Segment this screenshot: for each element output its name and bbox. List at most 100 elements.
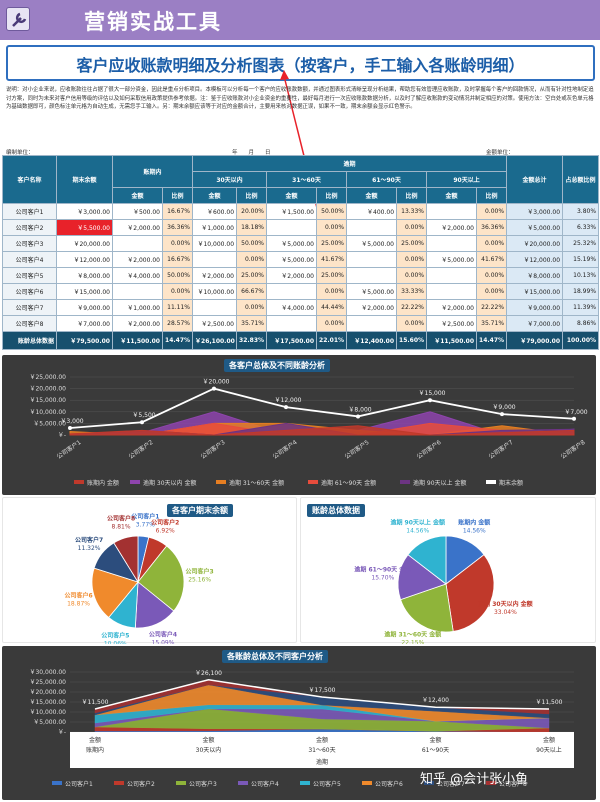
cell-d90_a[interactable] bbox=[346, 267, 398, 284]
cell-sh[interactable]: 25.32% bbox=[562, 235, 600, 252]
cell-d30_a[interactable]: ￥600.00 bbox=[192, 203, 238, 220]
cell-d90_r[interactable]: 25.00% bbox=[396, 235, 428, 252]
cell-bal[interactable]: ￥15,000.00 bbox=[56, 283, 113, 300]
cell-d90_r[interactable]: 22.22% bbox=[396, 299, 428, 316]
cell-d60_r[interactable]: 50.00% bbox=[316, 203, 348, 220]
cell-in_a[interactable] bbox=[112, 235, 163, 252]
cell-dx_r[interactable]: 41.67% bbox=[476, 251, 508, 268]
cell-sh[interactable]: 8.86% bbox=[562, 315, 600, 332]
cell-sh[interactable]: 10.13% bbox=[562, 267, 600, 284]
cell-in_r[interactable]: 14.47% bbox=[161, 331, 194, 350]
cell-tot[interactable]: ￥79,000.00 bbox=[506, 331, 564, 350]
tool-icon[interactable] bbox=[6, 7, 30, 31]
cell-d30_a[interactable]: ￥10,000.00 bbox=[192, 283, 238, 300]
cell-dx_a[interactable] bbox=[426, 267, 478, 284]
cell-d60_r[interactable]: 25.00% bbox=[316, 267, 348, 284]
cell-in_a[interactable]: ￥500.00 bbox=[112, 203, 163, 220]
cell-sh[interactable]: 11.39% bbox=[562, 299, 600, 316]
cell-in_a[interactable]: ￥1,000.00 bbox=[112, 299, 163, 316]
cell-bal[interactable]: ￥5,500.00 bbox=[56, 219, 113, 236]
cell-d60_r[interactable]: 25.00% bbox=[316, 235, 348, 252]
cell-dx_r[interactable]: 35.71% bbox=[476, 315, 508, 332]
cell-d90_r[interactable]: 13.33% bbox=[396, 203, 428, 220]
cell-d30_r[interactable]: 35.71% bbox=[236, 315, 268, 332]
cell-sh[interactable]: 3.80% bbox=[562, 203, 600, 220]
cell-name[interactable]: 账龄总体数据 bbox=[2, 331, 57, 350]
cell-dx_r[interactable]: 0.00% bbox=[476, 283, 508, 300]
cell-tot[interactable]: ￥9,000.00 bbox=[506, 299, 564, 316]
cell-d60_a[interactable]: ￥1,500.00 bbox=[266, 203, 318, 220]
cell-sh[interactable]: 18.99% bbox=[562, 283, 600, 300]
cell-dx_a[interactable] bbox=[426, 283, 478, 300]
cell-d60_r[interactable]: 0.00% bbox=[316, 315, 348, 332]
cell-dx_a[interactable]: ￥2,000.00 bbox=[426, 219, 478, 236]
cell-in_a[interactable]: ￥2,000.00 bbox=[112, 219, 163, 236]
cell-in_r[interactable]: 11.11% bbox=[161, 299, 194, 316]
cell-in_r[interactable]: 16.67% bbox=[161, 203, 194, 220]
cell-dx_a[interactable] bbox=[426, 203, 478, 220]
cell-d90_r[interactable]: 0.00% bbox=[396, 251, 428, 268]
cell-in_a[interactable]: ￥2,000.00 bbox=[112, 315, 163, 332]
cell-dx_a[interactable]: ￥11,500.00 bbox=[426, 331, 478, 350]
cell-d60_r[interactable]: 44.44% bbox=[316, 299, 348, 316]
cell-d90_r[interactable]: 15.60% bbox=[396, 331, 428, 350]
cell-d30_a[interactable]: ￥1,000.00 bbox=[192, 219, 238, 236]
cell-d60_a[interactable]: ￥5,000.00 bbox=[266, 251, 318, 268]
cell-in_r[interactable]: 16.67% bbox=[161, 251, 194, 268]
cell-bal[interactable]: ￥12,000.00 bbox=[56, 251, 113, 268]
cell-sh[interactable]: 100.00% bbox=[562, 331, 600, 350]
cell-dx_r[interactable]: 0.00% bbox=[476, 235, 508, 252]
cell-bal[interactable]: ￥3,000.00 bbox=[56, 203, 113, 220]
cell-name[interactable]: 公司客户6 bbox=[2, 283, 57, 300]
cell-dx_a[interactable]: ￥2,500.00 bbox=[426, 315, 478, 332]
cell-d90_r[interactable]: 0.00% bbox=[396, 315, 428, 332]
cell-tot[interactable]: ￥7,000.00 bbox=[506, 315, 564, 332]
cell-d30_a[interactable]: ￥10,000.00 bbox=[192, 235, 238, 252]
cell-name[interactable]: 公司客户2 bbox=[2, 219, 57, 236]
cell-tot[interactable]: ￥15,000.00 bbox=[506, 283, 564, 300]
cell-d60_r[interactable]: 22.01% bbox=[316, 331, 348, 350]
cell-d60_a[interactable]: ￥17,500.00 bbox=[266, 331, 318, 350]
cell-in_r[interactable]: 50.00% bbox=[161, 267, 194, 284]
cell-in_r[interactable]: 0.00% bbox=[161, 283, 194, 300]
cell-d90_a[interactable] bbox=[346, 219, 398, 236]
cell-d60_r[interactable]: 0.00% bbox=[316, 219, 348, 236]
cell-dx_r[interactable]: 22.22% bbox=[476, 299, 508, 316]
cell-tot[interactable]: ￥3,000.00 bbox=[506, 203, 564, 220]
cell-in_r[interactable]: 28.57% bbox=[161, 315, 194, 332]
cell-dx_r[interactable]: 0.00% bbox=[476, 203, 508, 220]
cell-tot[interactable]: ￥8,000.00 bbox=[506, 267, 564, 284]
cell-tot[interactable]: ￥5,000.00 bbox=[506, 219, 564, 236]
cell-d30_a[interactable]: ￥2,000.00 bbox=[192, 267, 238, 284]
cell-dx_r[interactable]: 36.36% bbox=[476, 219, 508, 236]
cell-d60_a[interactable] bbox=[266, 219, 318, 236]
cell-d30_r[interactable]: 50.00% bbox=[236, 235, 268, 252]
cell-d60_a[interactable]: ￥4,000.00 bbox=[266, 299, 318, 316]
cell-d30_a[interactable] bbox=[192, 251, 238, 268]
cell-d90_a[interactable] bbox=[346, 251, 398, 268]
cell-d30_a[interactable] bbox=[192, 299, 238, 316]
cell-in_a[interactable]: ￥2,000.00 bbox=[112, 251, 163, 268]
cell-name[interactable]: 公司客户5 bbox=[2, 267, 57, 284]
cell-bal[interactable]: ￥8,000.00 bbox=[56, 267, 113, 284]
cell-dx_a[interactable] bbox=[426, 235, 478, 252]
cell-name[interactable]: 公司客户4 bbox=[2, 251, 57, 268]
cell-d90_r[interactable]: 0.00% bbox=[396, 267, 428, 284]
cell-d60_a[interactable] bbox=[266, 283, 318, 300]
cell-bal[interactable]: ￥7,000.00 bbox=[56, 315, 113, 332]
cell-bal[interactable]: ￥9,000.00 bbox=[56, 299, 113, 316]
cell-in_r[interactable]: 0.00% bbox=[161, 235, 194, 252]
cell-name[interactable]: 公司客户8 bbox=[2, 315, 57, 332]
cell-d90_r[interactable]: 0.00% bbox=[396, 219, 428, 236]
cell-d30_r[interactable]: 66.67% bbox=[236, 283, 268, 300]
cell-in_r[interactable]: 36.36% bbox=[161, 219, 194, 236]
cell-d30_r[interactable]: 18.18% bbox=[236, 219, 268, 236]
cell-d30_r[interactable]: 20.00% bbox=[236, 203, 268, 220]
cell-d90_a[interactable] bbox=[346, 315, 398, 332]
cell-tot[interactable]: ￥12,000.00 bbox=[506, 251, 564, 268]
cell-in_a[interactable]: ￥4,000.00 bbox=[112, 267, 163, 284]
cell-d90_a[interactable]: ￥5,000.00 bbox=[346, 283, 398, 300]
cell-d30_r[interactable]: 32.83% bbox=[236, 331, 268, 350]
cell-dx_r[interactable]: 0.00% bbox=[476, 267, 508, 284]
cell-d30_a[interactable]: ￥2,500.00 bbox=[192, 315, 238, 332]
